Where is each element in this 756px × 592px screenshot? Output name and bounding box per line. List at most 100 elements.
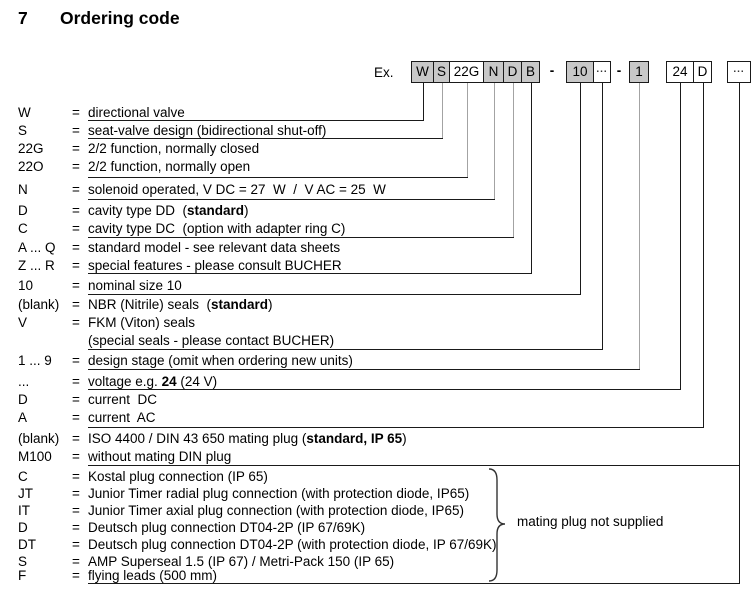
leader-line <box>88 273 532 274</box>
code-box-22G: 22G <box>449 61 484 83</box>
leader-line <box>88 389 681 390</box>
legend-desc: nominal size 10 <box>88 278 182 293</box>
legend-desc: (special seals - please contact BUCHER) <box>88 333 335 348</box>
legend-desc: Kostal plug connection (IP 65) <box>88 469 268 484</box>
legend-desc: Deutsch plug connection DT04-2P (IP 67/6… <box>88 520 366 535</box>
legend-code: D <box>18 203 28 218</box>
legend-code: A <box>18 410 28 425</box>
legend-row: JT = Junior Timer radial plug connection (… <box>0 486 756 504</box>
leader-line <box>88 177 468 178</box>
equals-sign: = <box>72 353 80 368</box>
equals-sign: = <box>72 374 80 389</box>
legend-code: (blank) <box>18 431 60 446</box>
connector-vline <box>513 83 514 238</box>
legend-row: A = current AC <box>0 410 756 428</box>
legend-desc: Junior Timer radial plug connection (wit… <box>88 486 470 501</box>
equals-sign: = <box>72 221 80 236</box>
legend-row: ... = voltage e.g. 24 (24 V) <box>0 374 756 392</box>
equals-sign: = <box>72 554 80 569</box>
legend-desc: special features - please consult BUCHER <box>88 258 342 273</box>
legend-desc: design stage (omit when ordering new uni… <box>88 353 353 368</box>
legend-row: A ... Q = standard model - see relevant da… <box>0 240 756 258</box>
leader-line <box>88 120 424 121</box>
legend-code: 22G <box>18 141 44 156</box>
equals-sign: = <box>72 537 80 552</box>
legend-code: Z ... R <box>18 258 55 273</box>
connector-vline <box>602 83 603 350</box>
leader-line <box>88 583 740 584</box>
legend-desc: Junior Timer axial plug connection (with… <box>88 503 464 518</box>
legend-desc: Deutsch plug connection DT04-2P (with pr… <box>88 537 497 552</box>
legend-code: D <box>18 392 28 407</box>
legend-code: V <box>18 315 28 330</box>
code-box-N: N <box>483 61 504 83</box>
legend-row: C = Kostal plug connection (IP 65) <box>0 469 756 487</box>
leader-line <box>88 427 704 428</box>
equals-sign: = <box>72 141 80 156</box>
legend-code: C <box>18 469 28 484</box>
legend-code: C <box>18 221 28 236</box>
connector-vline <box>639 83 640 370</box>
code-box-W: W <box>411 61 434 83</box>
page-title: Ordering code <box>60 8 180 28</box>
equals-sign: = <box>72 105 80 120</box>
equals-sign: = <box>72 469 80 484</box>
code-box-1: 1 <box>629 61 649 83</box>
legend-row: DT = Deutsch plug connection DT04-2P (with… <box>0 537 756 555</box>
legend-row: F = flying leads (500 mm) <box>0 568 756 586</box>
section-heading: 7 Ordering code <box>18 8 180 29</box>
legend-row: 22O = 2/2 function, normally open <box>0 159 756 177</box>
equals-sign: = <box>72 486 80 501</box>
equals-sign: = <box>72 392 80 407</box>
connector-vline <box>531 83 532 274</box>
legend-row: D = cavity type DD (standard) <box>0 203 756 221</box>
equals-sign: = <box>72 520 80 535</box>
legend-desc: cavity type DD (standard) <box>88 203 249 218</box>
legend-code: 22O <box>18 159 44 174</box>
legend-row: M100 = without mating DIN plug <box>0 449 756 467</box>
legend-row: 22G = 2/2 function, normally closed <box>0 141 756 159</box>
legend-desc: seat-valve design (bidirectional shut-of… <box>88 123 327 138</box>
legend-code: 10 <box>18 278 34 293</box>
legend-row: (blank) = ISO 4400 / DIN 43 650 mating plu… <box>0 431 756 449</box>
equals-sign: = <box>72 203 80 218</box>
connector-vline <box>423 83 424 121</box>
connector-vline <box>703 83 704 428</box>
code-box-10: 10 <box>566 61 594 83</box>
equals-sign: = <box>72 315 80 330</box>
legend-code: W <box>18 105 31 120</box>
legend-desc: directional valve <box>88 105 185 120</box>
legend-row: D = current DC <box>0 392 756 410</box>
equals-sign: = <box>72 449 80 464</box>
legend-row: S = AMP Superseal 1.5 (IP 67) / Metri-Pack… <box>0 554 756 572</box>
legend-row: (blank) = NBR (Nitrile) seals (standard) <box>0 297 756 315</box>
connector-vline <box>467 83 468 178</box>
legend-code: ... <box>18 374 30 389</box>
legend-code: M100 <box>18 449 52 464</box>
code-box-D: D <box>693 61 712 83</box>
legend-row: C = cavity type DC (option with adapter ri… <box>0 221 756 239</box>
legend-code: A ... Q <box>18 240 56 255</box>
separator-dash: - <box>616 63 622 78</box>
legend-row: 1 ... 9 = design stage (omit when ordering… <box>0 353 756 371</box>
example-label: Ex. <box>374 65 394 80</box>
legend-desc: NBR (Nitrile) seals (standard) <box>88 297 273 312</box>
connector-vline <box>442 83 443 139</box>
code-box-: ... <box>593 61 611 83</box>
connector-vline <box>680 83 681 390</box>
code-box-24: 24 <box>666 61 694 83</box>
legend-desc: AMP Superseal 1.5 (IP 67) / Metri-Pack 1… <box>88 554 395 569</box>
connector-vline <box>580 83 581 295</box>
legend-row: Z ... R = special features - please consul… <box>0 258 756 276</box>
leader-line <box>88 294 581 295</box>
legend-code: DT <box>18 537 36 552</box>
grouping-brace <box>488 468 506 582</box>
legend-desc: current DC <box>88 392 158 407</box>
legend-desc: cavity type DC (option with adapter ring… <box>88 221 346 236</box>
legend-code: JT <box>18 486 33 501</box>
legend-desc: 2/2 function, normally open <box>88 159 251 174</box>
leader-line <box>88 237 514 238</box>
legend-desc: solenoid operated, V DC = 27 W / V AC = … <box>88 182 386 197</box>
connector-vline <box>739 83 740 584</box>
equals-sign: = <box>72 123 80 138</box>
